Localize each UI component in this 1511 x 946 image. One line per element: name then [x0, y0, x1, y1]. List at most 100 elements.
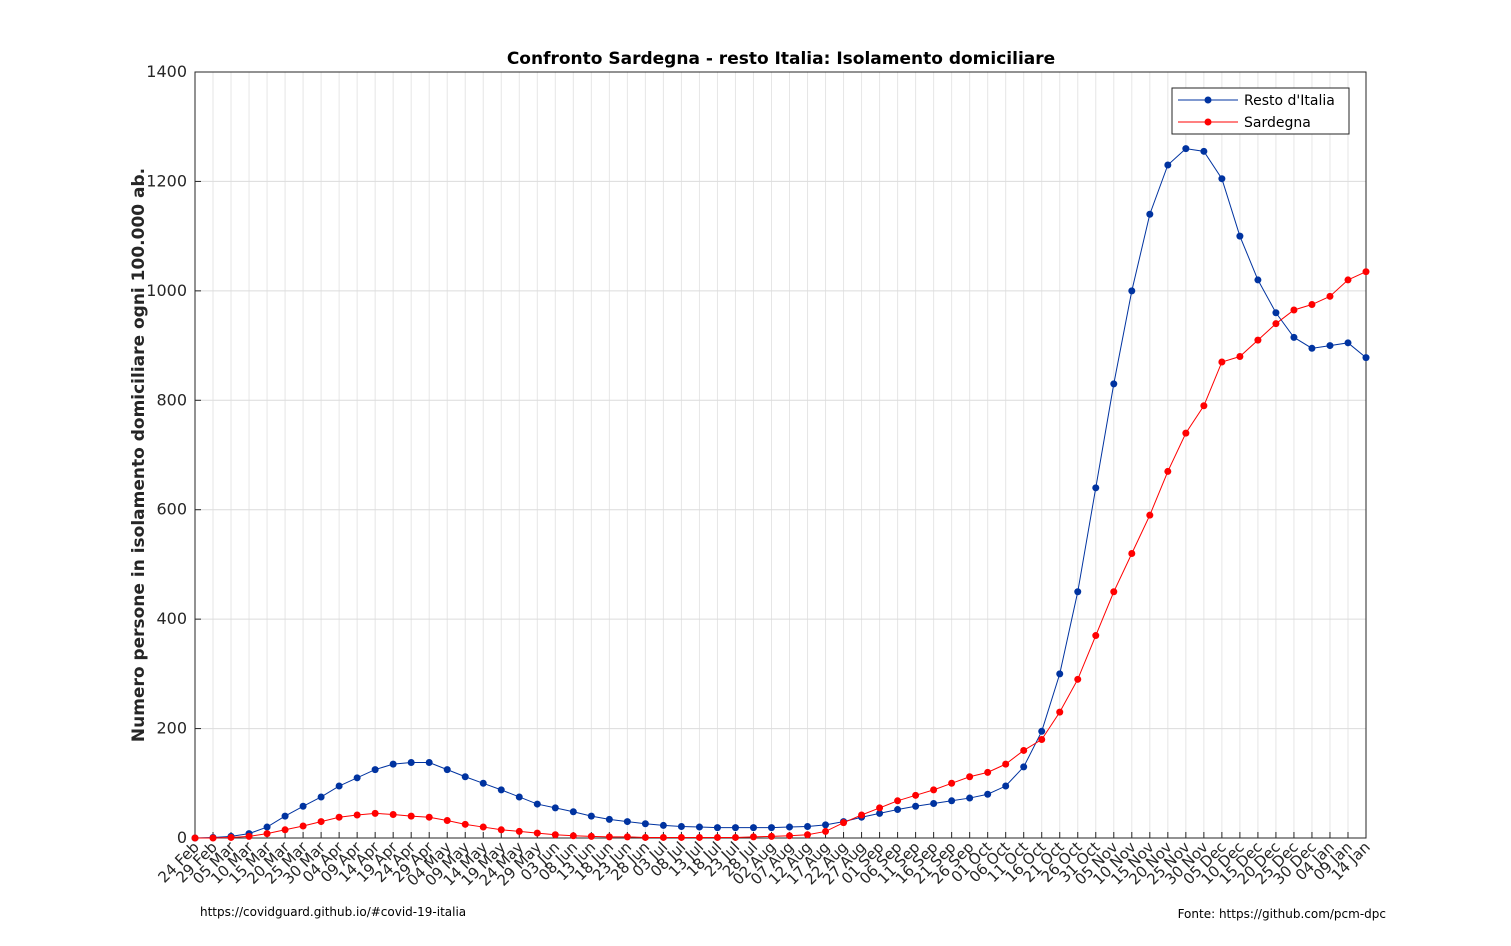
data-point — [587, 832, 595, 840]
data-point — [191, 834, 199, 842]
data-point — [443, 816, 451, 824]
data-point — [1272, 320, 1280, 328]
data-point — [1344, 276, 1352, 284]
data-point — [641, 833, 649, 841]
data-point — [479, 779, 487, 787]
data-point — [767, 824, 775, 832]
data-point — [1020, 763, 1028, 771]
data-point — [443, 766, 451, 774]
data-point — [1272, 309, 1280, 317]
data-point — [227, 833, 235, 841]
data-point — [1002, 782, 1010, 790]
data-point — [930, 786, 938, 794]
legend-marker — [1204, 118, 1212, 126]
data-point — [407, 812, 415, 820]
data-point — [1182, 145, 1190, 153]
legend-box — [1171, 87, 1350, 135]
data-point — [551, 831, 559, 839]
data-point — [209, 834, 217, 842]
data-point — [876, 804, 884, 812]
data-point — [515, 793, 523, 801]
data-point — [822, 827, 830, 835]
data-point — [569, 808, 577, 816]
y-tick-label: 1400 — [146, 62, 187, 81]
data-point — [912, 791, 920, 799]
data-point — [551, 804, 559, 812]
data-point — [894, 806, 902, 814]
data-point — [245, 832, 253, 840]
data-point — [984, 790, 992, 798]
data-point — [407, 758, 415, 766]
data-point — [1218, 175, 1226, 183]
data-point — [948, 797, 956, 805]
data-point — [497, 786, 505, 794]
data-point — [281, 826, 289, 834]
data-point — [317, 818, 325, 826]
y-tick-label: 1200 — [146, 171, 187, 190]
legend-label: Resto d'Italia — [1244, 93, 1335, 109]
data-point — [353, 774, 361, 782]
data-point — [1056, 708, 1064, 716]
data-point — [533, 800, 541, 808]
data-point — [713, 824, 721, 832]
data-point — [641, 820, 649, 828]
data-point — [605, 833, 613, 841]
y-tick-label: 400 — [156, 609, 187, 628]
data-point — [263, 823, 271, 831]
plot-area — [195, 72, 1366, 838]
data-point — [876, 809, 884, 817]
data-point — [335, 782, 343, 790]
data-point — [281, 812, 289, 820]
data-point — [389, 810, 397, 818]
data-point — [1092, 484, 1100, 492]
data-point — [1344, 339, 1352, 347]
data-point — [371, 809, 379, 817]
data-point — [479, 823, 487, 831]
data-point — [786, 823, 794, 831]
data-point — [749, 833, 757, 841]
footer-left: https://covidguard.github.io/#covid-19-i… — [200, 905, 466, 919]
data-point — [1038, 736, 1046, 744]
data-point — [1290, 306, 1298, 314]
data-point — [461, 773, 469, 781]
data-point — [749, 824, 757, 832]
data-point — [263, 830, 271, 838]
data-point — [1146, 210, 1154, 218]
data-point — [695, 823, 703, 831]
data-point — [605, 815, 613, 823]
y-tick-label: 1000 — [146, 281, 187, 300]
data-point — [767, 832, 775, 840]
data-point — [1218, 358, 1226, 366]
data-point — [1254, 336, 1262, 344]
data-point — [1110, 380, 1118, 388]
data-point — [1128, 287, 1136, 295]
y-tick-label: 800 — [156, 390, 187, 409]
data-point — [677, 823, 685, 831]
data-point — [840, 819, 848, 827]
data-point — [1020, 746, 1028, 754]
data-point — [497, 826, 505, 834]
data-point — [1002, 760, 1010, 768]
chart-title: Confronto Sardegna - resto Italia: Isola… — [507, 49, 1055, 69]
data-point — [1308, 301, 1316, 309]
data-point — [713, 833, 721, 841]
data-point — [1236, 232, 1244, 240]
data-point — [335, 813, 343, 821]
data-point — [948, 779, 956, 787]
data-point — [569, 832, 577, 840]
data-point — [425, 813, 433, 821]
data-point — [461, 820, 469, 828]
data-point — [1326, 342, 1334, 350]
y-tick-label: 600 — [156, 500, 187, 519]
legend-label: Sardegna — [1244, 115, 1311, 131]
data-point — [804, 823, 812, 831]
data-point — [1074, 675, 1082, 683]
data-point — [389, 760, 397, 768]
data-point — [587, 812, 595, 820]
data-point — [930, 800, 938, 808]
data-point — [533, 829, 541, 837]
data-point — [731, 833, 739, 841]
data-point — [822, 821, 830, 829]
data-point — [1146, 511, 1154, 519]
data-point — [317, 793, 325, 801]
